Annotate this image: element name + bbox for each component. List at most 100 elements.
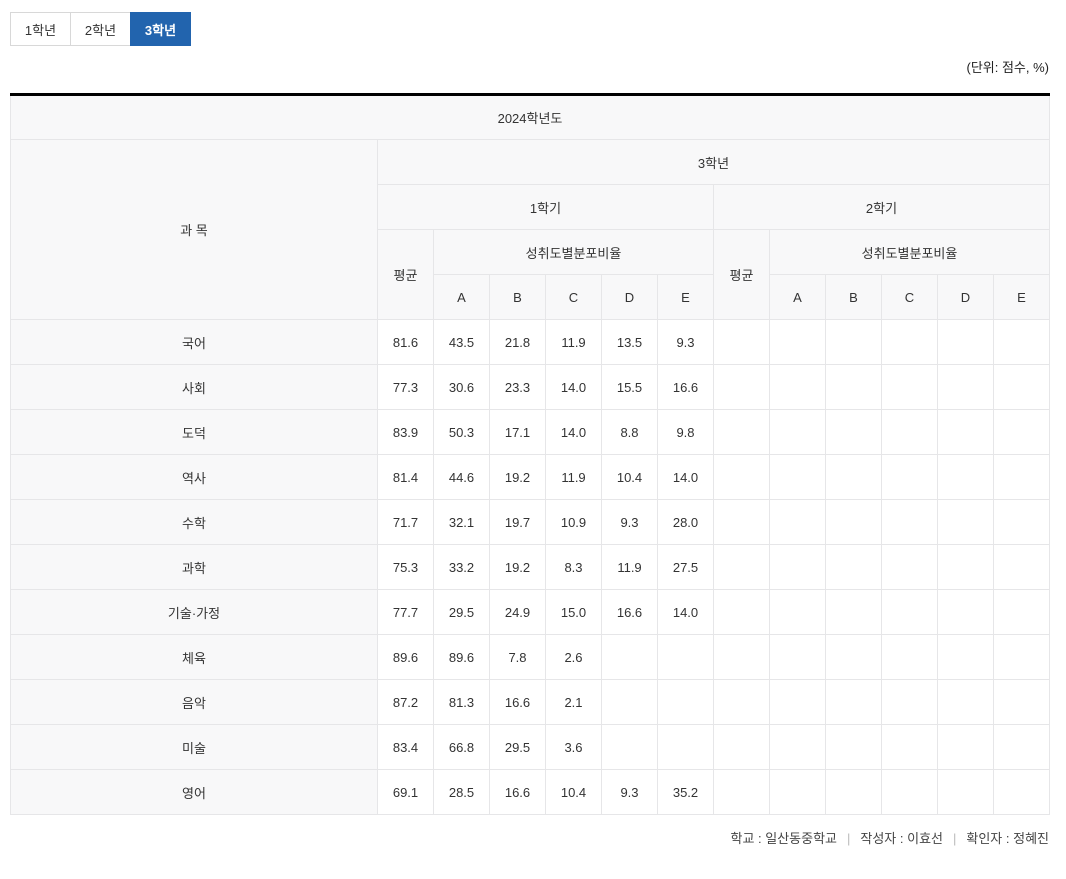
value-cell: [993, 364, 1050, 410]
subject-cell: 과학: [10, 544, 378, 590]
value-cell: 81.4: [377, 454, 434, 500]
value-cell: 89.6: [433, 634, 490, 680]
value-cell: 7.8: [489, 634, 546, 680]
year-header: 2024학년도: [10, 94, 1050, 140]
value-cell: 50.3: [433, 409, 490, 455]
level-header-c: C: [881, 274, 938, 320]
value-cell: [881, 769, 938, 815]
level-header-c: C: [545, 274, 602, 320]
value-cell: 9.3: [601, 769, 658, 815]
tab-grade-2[interactable]: 2학년: [70, 12, 131, 46]
value-cell: [825, 634, 882, 680]
value-cell: 27.5: [657, 544, 714, 590]
grade-header: 3학년: [377, 139, 1050, 185]
value-cell: [825, 724, 882, 770]
value-cell: 32.1: [433, 499, 490, 545]
value-cell: 81.6: [377, 319, 434, 365]
footer-separator: |: [953, 831, 957, 846]
table-row: 기술·가정 77.7 29.5 24.9 15.0 16.6 14.0: [10, 589, 1050, 635]
subject-cell: 기술·가정: [10, 589, 378, 635]
semester1-header: 1학기: [377, 184, 714, 230]
value-cell: [825, 679, 882, 725]
value-cell: 28.5: [433, 769, 490, 815]
footer-school: 학교 : 일산동중학교: [730, 831, 837, 846]
value-cell: 19.2: [489, 454, 546, 500]
subject-cell: 수학: [10, 499, 378, 545]
value-cell: [601, 634, 658, 680]
value-cell: 11.9: [545, 319, 602, 365]
value-cell: 33.2: [433, 544, 490, 590]
value-cell: [769, 499, 826, 545]
value-cell: 89.6: [377, 634, 434, 680]
table-row: 사회 77.3 30.6 23.3 14.0 15.5 16.6: [10, 364, 1050, 410]
value-cell: [825, 544, 882, 590]
value-cell: [825, 499, 882, 545]
table-row: 미술 83.4 66.8 29.5 3.6: [10, 724, 1050, 770]
value-cell: 16.6: [489, 679, 546, 725]
value-cell: 11.9: [601, 544, 658, 590]
value-cell: 19.2: [489, 544, 546, 590]
value-cell: 17.1: [489, 409, 546, 455]
value-cell: 66.8: [433, 724, 490, 770]
value-cell: [825, 364, 882, 410]
value-cell: 71.7: [377, 499, 434, 545]
tab-grade-1[interactable]: 1학년: [10, 12, 71, 46]
table-row: 수학 71.7 32.1 19.7 10.9 9.3 28.0: [10, 499, 1050, 545]
value-cell: [937, 409, 994, 455]
value-cell: 35.2: [657, 769, 714, 815]
value-cell: 21.8: [489, 319, 546, 365]
grade-tabs: 1학년 2학년 3학년: [10, 12, 1049, 46]
semester1-distribution-header: 성취도별분포비율: [433, 229, 714, 275]
value-cell: [713, 319, 770, 365]
value-cell: [993, 589, 1050, 635]
table-row: 국어 81.6 43.5 21.8 11.9 13.5 9.3: [10, 319, 1050, 365]
value-cell: [769, 724, 826, 770]
value-cell: 2.6: [545, 634, 602, 680]
value-cell: [937, 589, 994, 635]
value-cell: 14.0: [657, 454, 714, 500]
value-cell: [657, 679, 714, 725]
value-cell: [881, 634, 938, 680]
sheet-footer: 학교 : 일산동중학교 | 작성자 : 이효선 | 확인자 : 정혜진: [10, 828, 1049, 847]
level-header-d: D: [937, 274, 994, 320]
value-cell: [825, 454, 882, 500]
table-row: 체육 89.6 89.6 7.8 2.6: [10, 634, 1050, 680]
value-cell: [937, 364, 994, 410]
value-cell: [825, 589, 882, 635]
value-cell: 14.0: [657, 589, 714, 635]
value-cell: 14.0: [545, 409, 602, 455]
semester2-distribution-header: 성취도별분포비율: [769, 229, 1050, 275]
value-cell: [769, 454, 826, 500]
subject-cell: 도덕: [10, 409, 378, 455]
value-cell: 15.0: [545, 589, 602, 635]
value-cell: [657, 634, 714, 680]
level-header-e: E: [993, 274, 1050, 320]
value-cell: [601, 679, 658, 725]
value-cell: [937, 634, 994, 680]
value-cell: 16.6: [489, 769, 546, 815]
value-cell: [937, 679, 994, 725]
subject-cell: 음악: [10, 679, 378, 725]
value-cell: [881, 724, 938, 770]
value-cell: [881, 499, 938, 545]
value-cell: [937, 319, 994, 365]
value-cell: [713, 634, 770, 680]
tab-grade-3[interactable]: 3학년: [130, 12, 191, 46]
value-cell: 3.6: [545, 724, 602, 770]
subject-cell: 미술: [10, 724, 378, 770]
header-row-grade: 과 목 3학년: [10, 139, 1050, 320]
value-cell: [713, 409, 770, 455]
header-row-distribution: 평균 성취도별분포비율 평균 성취도별분포비율: [11, 229, 1050, 320]
value-cell: [881, 454, 938, 500]
value-cell: [993, 724, 1050, 770]
value-cell: [993, 544, 1050, 590]
level-header-b: B: [825, 274, 882, 320]
value-cell: 19.7: [489, 499, 546, 545]
subject-cell: 체육: [10, 634, 378, 680]
value-cell: [769, 544, 826, 590]
value-cell: [713, 769, 770, 815]
value-cell: 87.2: [377, 679, 434, 725]
subject-cell: 사회: [10, 364, 378, 410]
table-body: 국어 81.6 43.5 21.8 11.9 13.5 9.3 사회 77.3 30.6 23.3 1…: [10, 319, 1050, 815]
level-header-a: A: [769, 274, 826, 320]
